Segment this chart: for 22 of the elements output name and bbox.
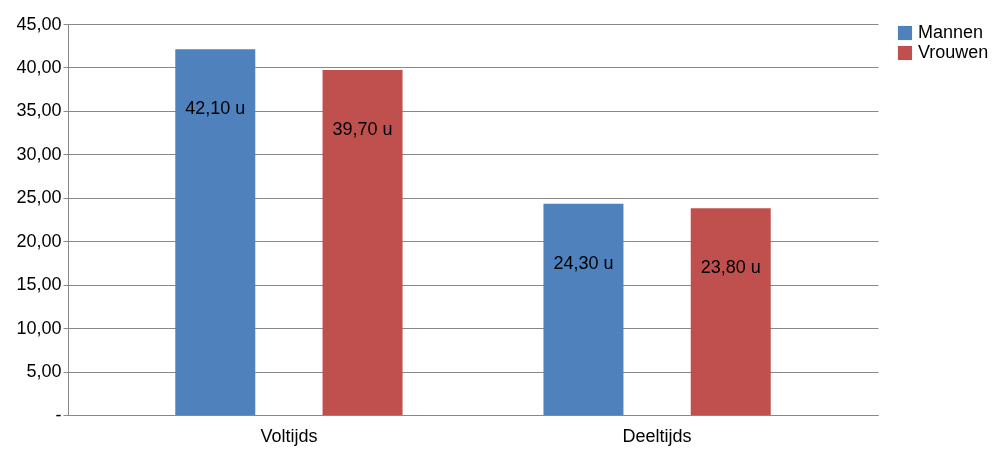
y-tick-label: 40,00 (16, 56, 62, 77)
y-tick-label: 35,00 (16, 100, 62, 121)
data-label: 42,10 u (185, 98, 246, 119)
bar (175, 49, 256, 415)
y-tick-label: 15,00 (16, 274, 62, 295)
y-tick-label: - (55, 404, 62, 425)
bar (543, 203, 624, 415)
data-label: 23,80 u (700, 257, 761, 278)
y-tick-label: 10,00 (16, 317, 62, 338)
y-tick-label: 45,00 (16, 13, 62, 34)
y-tick-label: 25,00 (16, 187, 62, 208)
legend-label: Mannen (918, 22, 984, 42)
bar (322, 70, 403, 415)
y-tick-label: 5,00 (26, 361, 62, 382)
x-tick-label: Voltijds (260, 425, 318, 446)
y-tick-label: 20,00 (16, 230, 62, 251)
legend-label: Vrouwen (918, 42, 989, 62)
x-tick-label: Deeltijds (622, 425, 692, 446)
bar (690, 208, 771, 415)
y-tick-label: 30,00 (16, 143, 62, 164)
data-label: 39,70 u (332, 119, 393, 140)
data-label: 24,30 u (553, 252, 614, 273)
